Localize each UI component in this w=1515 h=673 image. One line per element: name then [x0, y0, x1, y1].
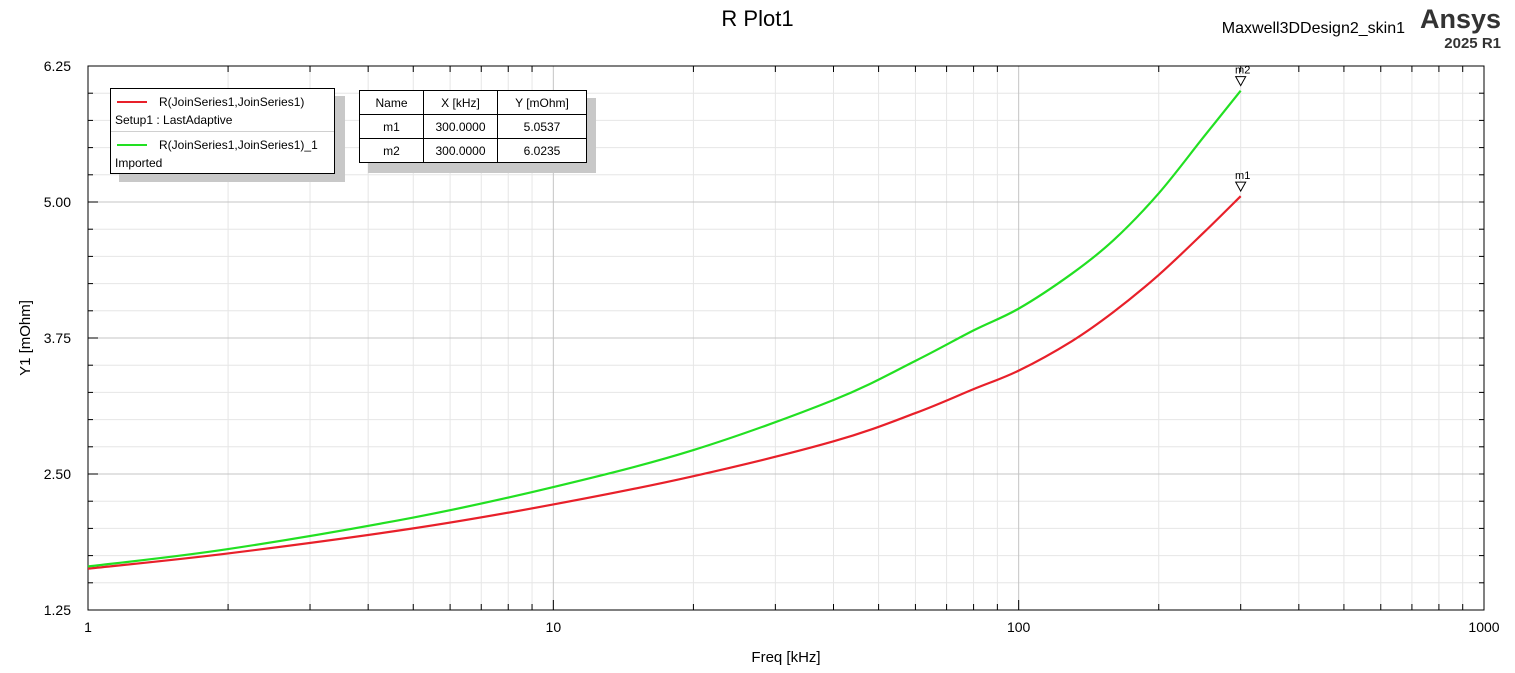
legend-series-source: Imported [115, 156, 163, 170]
marker-cell-x: 300.0000 [423, 138, 498, 163]
x-tick-label: 100 [1007, 619, 1031, 635]
marker-label-m2: m2 [1235, 65, 1250, 77]
brand-logo: Ansys 2025 R1 [1419, 4, 1501, 52]
marker-table-row[interactable]: m2 300.0000 6.0235 [359, 138, 587, 163]
legend-swatch [117, 101, 147, 103]
legend-series-name: R(JoinSeries1,JoinSeries1) [159, 95, 305, 109]
y-axis-label: Y1 [mOhm] [17, 300, 34, 376]
x-tick-label: 10 [546, 619, 562, 635]
plot-title: R Plot1 [721, 6, 794, 31]
x-tick-label: 1000 [1468, 619, 1499, 635]
marker-triangle-m2 [1234, 76, 1247, 87]
marker-cell-y: 6.0235 [497, 138, 587, 163]
marker-col-name: Name [359, 90, 424, 115]
legend-series-source: Setup1 : LastAdaptive [115, 113, 233, 127]
marker-table-row[interactable]: m1 300.0000 5.0537 [359, 114, 587, 139]
marker-col-x: X [kHz] [423, 90, 498, 115]
y-tick-labels: 1.25 2.50 3.75 5.00 6.25 [44, 58, 71, 618]
axis-ticks [87, 65, 1485, 611]
x-tick-label: 1 [84, 619, 92, 635]
legend-swatch [117, 144, 147, 146]
marker-label-m1: m1 [1235, 170, 1250, 182]
legend-entry[interactable]: R(JoinSeries1,JoinSeries1) Setup1 : Last… [111, 89, 334, 131]
series-line-2 [87, 89, 1242, 568]
x-axis-label: Freq [kHz] [751, 649, 820, 666]
brand-version: 2025 R1 [1444, 35, 1501, 52]
y-tick-label: 6.25 [44, 58, 71, 74]
x-tick-labels: 1 10 100 1000 [84, 619, 1500, 635]
legend-series-name: R(JoinSeries1,JoinSeries1)_1 [159, 138, 318, 152]
design-name: Maxwell3DDesign2_skin1 [1221, 20, 1405, 37]
legend[interactable]: R(JoinSeries1,JoinSeries1) Setup1 : Last… [110, 88, 335, 174]
series-line-1 [87, 195, 1242, 570]
y-tick-label: 3.75 [44, 330, 71, 346]
marker-table-header: Name X [kHz] Y [mOhm] [359, 90, 587, 115]
marker-table[interactable]: Name X [kHz] Y [mOhm] m1 300.0000 5.0537… [359, 90, 587, 163]
marker-triangle-m1 [1234, 181, 1247, 193]
series-layer [87, 89, 1242, 570]
legend-entry[interactable]: R(JoinSeries1,JoinSeries1)_1 Imported [111, 131, 334, 174]
y-tick-label: 2.50 [44, 466, 71, 482]
brand-name: Ansys [1419, 4, 1501, 34]
marker-col-y: Y [mOhm] [497, 90, 587, 115]
y-tick-label: 5.00 [44, 194, 71, 210]
marker-cell-name: m1 [359, 114, 424, 139]
marker-cell-x: 300.0000 [423, 114, 498, 139]
marker-cell-name: m2 [359, 138, 424, 163]
marker-layer: m1 m2 [1234, 65, 1250, 193]
marker-cell-y: 5.0537 [497, 114, 587, 139]
y-tick-label: 1.25 [44, 602, 71, 618]
